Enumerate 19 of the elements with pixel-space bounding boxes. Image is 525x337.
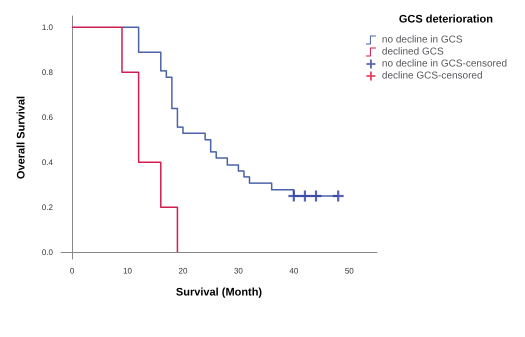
x-tick-label: 0 — [70, 266, 75, 276]
legend-title: GCS deterioration — [398, 14, 494, 26]
x-axis-title: Survival (Month) — [176, 286, 262, 298]
x-tick-label: 30 — [234, 266, 244, 276]
x-tick-label: 10 — [123, 266, 133, 276]
y-tick-label: 0.0 — [42, 248, 54, 257]
legend-label: declined GCS — [382, 46, 444, 58]
legend-label: decline GCS-censored — [382, 70, 483, 82]
y-axis-title: Overall Survival — [16, 96, 28, 180]
y-tick-label: 0.4 — [42, 158, 54, 167]
legend-label: no decline in GCS — [382, 34, 463, 46]
x-tick-label: 50 — [344, 266, 354, 276]
y-tick-label: 0.8 — [42, 68, 54, 77]
x-tick-label: 20 — [178, 266, 188, 276]
y-tick-label: 0.2 — [42, 202, 54, 212]
y-tick-label: 0.6 — [42, 112, 54, 122]
legend-label: no decline in GCS-censored — [382, 58, 508, 70]
y-tick-label: 1.0 — [42, 22, 54, 32]
x-tick-label: 40 — [289, 266, 299, 276]
